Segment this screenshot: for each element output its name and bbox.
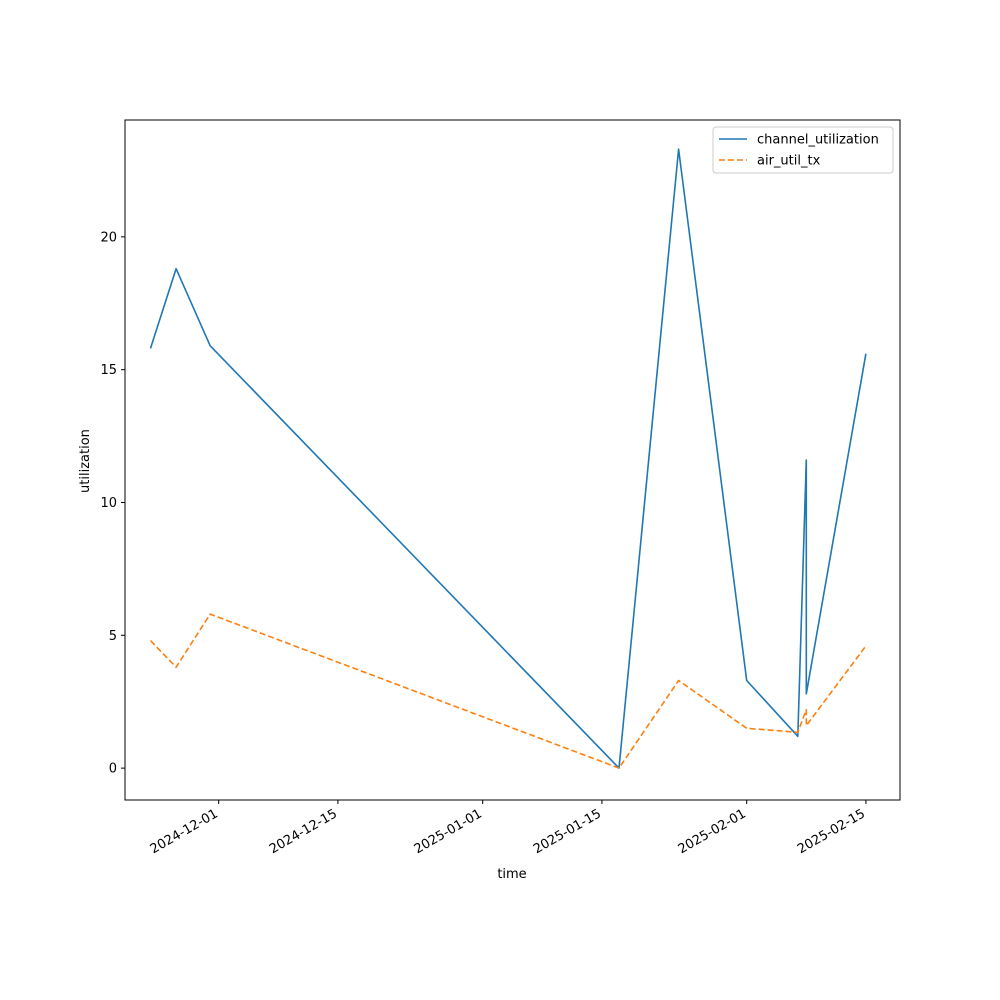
y-axis: 0 5 10 15 20 [100,230,125,777]
x-tick-label: 2024-12-15 [267,806,340,857]
x-tick-label: 2024-12-01 [148,806,221,857]
x-axis: 2024-12-01 2024-12-15 2025-01-01 2025-01-15… [148,800,868,857]
x-axis-label: time [497,867,526,882]
x-tick-label: 2025-02-01 [676,806,749,857]
y-tick-label: 20 [100,230,117,245]
plot-area [149,148,867,769]
legend: channel_utilization air_util_tx [712,126,894,174]
legend-label: channel_utilization [757,133,879,148]
legend-label: air_util_tx [757,154,821,169]
legend-box [712,126,894,174]
y-tick-label: 10 [100,496,117,511]
x-tick-label: 2025-02-15 [795,806,868,857]
x-tick-label: 2025-01-15 [531,806,604,857]
series-line-air-util-tx [149,613,867,769]
plot-frame [124,119,901,801]
y-tick-label: 15 [100,363,117,378]
x-tick-label: 2025-01-01 [412,806,485,857]
y-tick-label: 5 [109,629,117,644]
y-tick-label: 0 [109,762,117,777]
y-axis-label: utilization [78,429,93,493]
series-line-channel-utilization [149,148,867,769]
